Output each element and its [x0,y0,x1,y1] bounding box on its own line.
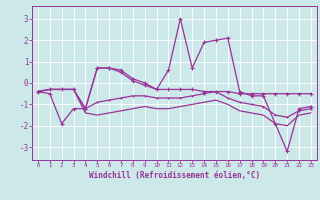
X-axis label: Windchill (Refroidissement éolien,°C): Windchill (Refroidissement éolien,°C) [89,171,260,180]
